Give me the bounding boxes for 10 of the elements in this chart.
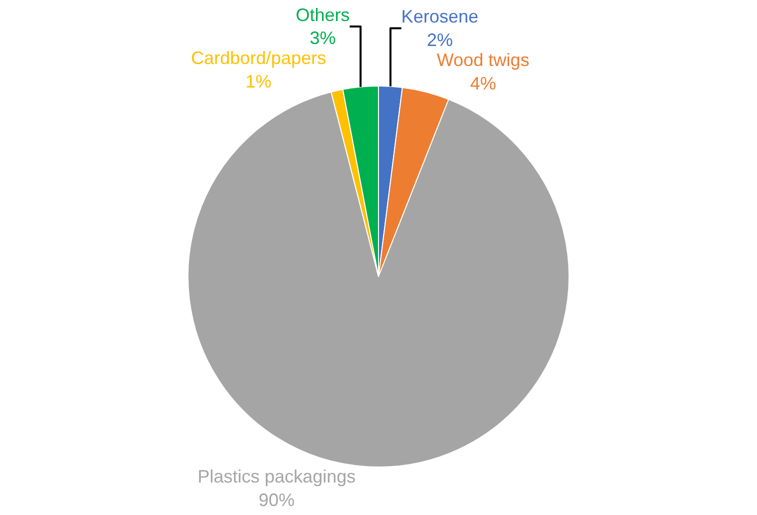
slice-label: Wood twigs xyxy=(436,50,530,70)
data-label: 4% xyxy=(470,73,496,94)
data-label: 3% xyxy=(310,28,336,48)
data-label: 90% xyxy=(258,490,295,510)
data-label: 2% xyxy=(426,30,453,50)
slice-label: Cardbord/papers xyxy=(191,48,326,68)
slice-label: Others xyxy=(296,4,350,25)
slice-label: Plastics packagings xyxy=(198,466,356,487)
slice-label: Kerosene xyxy=(401,6,478,27)
data-label: 1% xyxy=(246,72,272,92)
